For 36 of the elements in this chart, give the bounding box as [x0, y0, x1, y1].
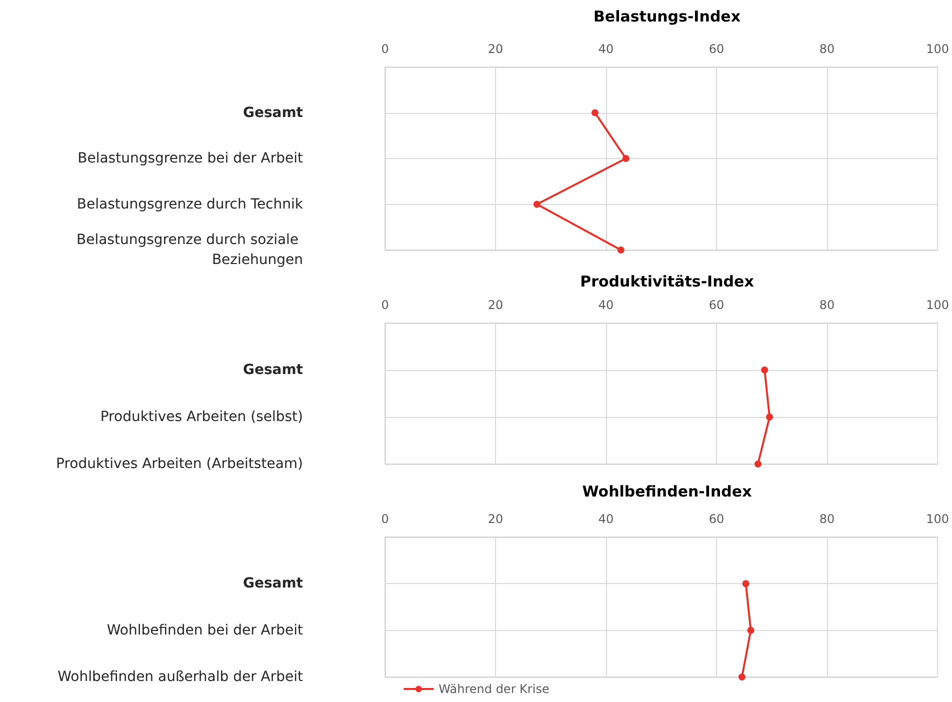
x-tick-label: 40: [598, 298, 614, 312]
x-tick-label: 80: [819, 298, 835, 312]
legend-label: Während der Krise: [438, 682, 550, 696]
x-tick-label: 0: [381, 512, 389, 526]
x-tick-label: 60: [708, 42, 724, 56]
y-tick-label: Belastungsgrenze durch Technik: [76, 196, 304, 212]
x-tick-label: 80: [819, 42, 835, 56]
y-tick-label: Produktives Arbeiten (selbst): [100, 409, 303, 425]
y-tick-label: Wohlbefinden außerhalb der Arbeit: [58, 669, 304, 685]
y-tick-label: Belastungsgrenze durch soziale Beziehungen: [76, 232, 303, 268]
x-tick-label: 60: [708, 298, 724, 312]
point: [533, 200, 540, 208]
y-tick-label: Belastungsgrenze bei der Arbeit: [78, 150, 304, 166]
x-tick-label: 80: [819, 512, 835, 526]
x-tick-label: 0: [381, 42, 389, 56]
point: [622, 155, 630, 162]
x-tick-label: 40: [598, 42, 614, 56]
y-tick-label: Wohlbefinden bei der Arbeit: [106, 622, 304, 638]
x-tick-label: 20: [488, 512, 504, 526]
x-tick-label: 0: [381, 298, 389, 312]
x-tick-label: 100: [926, 512, 949, 526]
y-tick-label: Gesamt: [242, 362, 304, 378]
x-tick-label: 60: [708, 512, 724, 526]
y-tick-label: Gesamt: [242, 104, 304, 121]
point: [617, 246, 624, 254]
y-tick-label: Produktives Arbeiten (Arbeitsteam): [56, 456, 303, 472]
chart-title: Wohlbefinden-Index: [582, 482, 752, 500]
chart-title: Belastungs-Index: [593, 8, 741, 26]
point: [591, 109, 598, 116]
x-tick-label: 40: [598, 512, 614, 526]
y-tick-label: Gesamt: [242, 576, 304, 592]
x-tick-label: 100: [926, 42, 949, 56]
chart-title: Produktivitäts-Index: [580, 272, 754, 290]
x-tick-label: 100: [926, 298, 949, 312]
x-tick-label: 20: [488, 298, 504, 312]
x-tick-label: 20: [488, 42, 504, 56]
